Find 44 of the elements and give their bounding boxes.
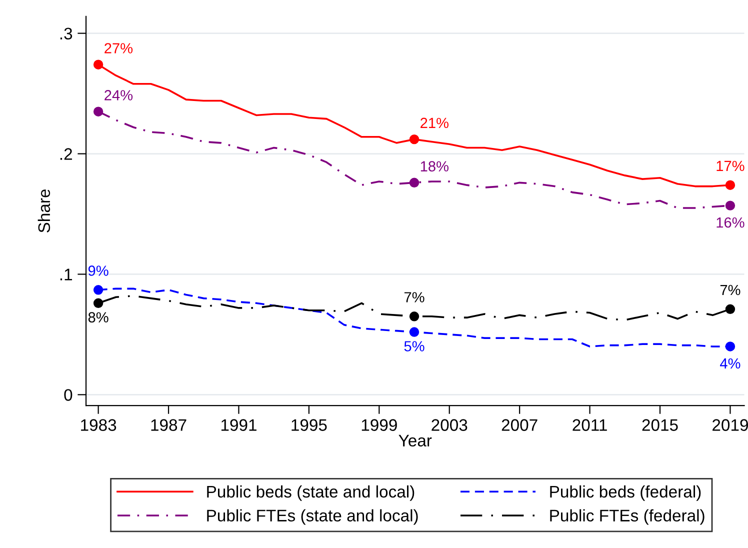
y-tick-label: .3 xyxy=(60,28,72,40)
y-tick-label: .2 xyxy=(60,148,72,160)
point xyxy=(725,200,736,210)
point xyxy=(409,327,420,337)
point xyxy=(93,60,104,70)
data-label: 24% xyxy=(104,90,133,100)
point xyxy=(725,304,736,314)
legend-label: Public beds (federal) xyxy=(550,485,701,501)
x-tick-label: 2019 xyxy=(712,419,748,431)
data-label: 16% xyxy=(716,217,744,228)
point xyxy=(93,285,104,295)
point xyxy=(725,180,736,190)
x-tick-label: 1991 xyxy=(221,419,256,431)
x-axis-title: Year xyxy=(398,434,432,446)
x-tick-label: 2007 xyxy=(502,419,538,431)
y-tick-label: .1 xyxy=(60,268,72,280)
legend-label: Public FTEs (federal) xyxy=(550,509,704,525)
y-axis-title: Share xyxy=(38,189,50,232)
data-label: 5% xyxy=(404,341,424,352)
point xyxy=(409,312,420,322)
data-label: 7% xyxy=(404,292,424,302)
point xyxy=(93,298,104,308)
point xyxy=(93,106,104,116)
data-label: 27% xyxy=(104,43,133,54)
data-label: 18% xyxy=(420,161,448,172)
x-tick-label: 1987 xyxy=(151,419,186,431)
point xyxy=(409,134,420,144)
data-label: 9% xyxy=(88,266,108,276)
data-label: 21% xyxy=(420,118,448,128)
data-label: 4% xyxy=(720,358,740,369)
x-tick-label: 2011 xyxy=(572,419,607,431)
data-label: 7% xyxy=(720,284,740,296)
legend-label: Public FTEs (state and local) xyxy=(207,509,418,525)
x-tick-label: 1999 xyxy=(362,419,397,431)
point xyxy=(409,178,420,188)
point xyxy=(725,342,736,352)
data-label: 8% xyxy=(88,312,108,322)
data-label: 17% xyxy=(716,160,744,172)
legend-label: Public beds (state and local) xyxy=(207,485,414,501)
x-tick-label: 2003 xyxy=(432,419,468,431)
x-tick-label: 1983 xyxy=(81,419,116,431)
y-tick-label: 0 xyxy=(64,389,72,401)
x-tick-label: 2015 xyxy=(642,419,678,431)
x-tick-label: 1995 xyxy=(292,419,327,431)
